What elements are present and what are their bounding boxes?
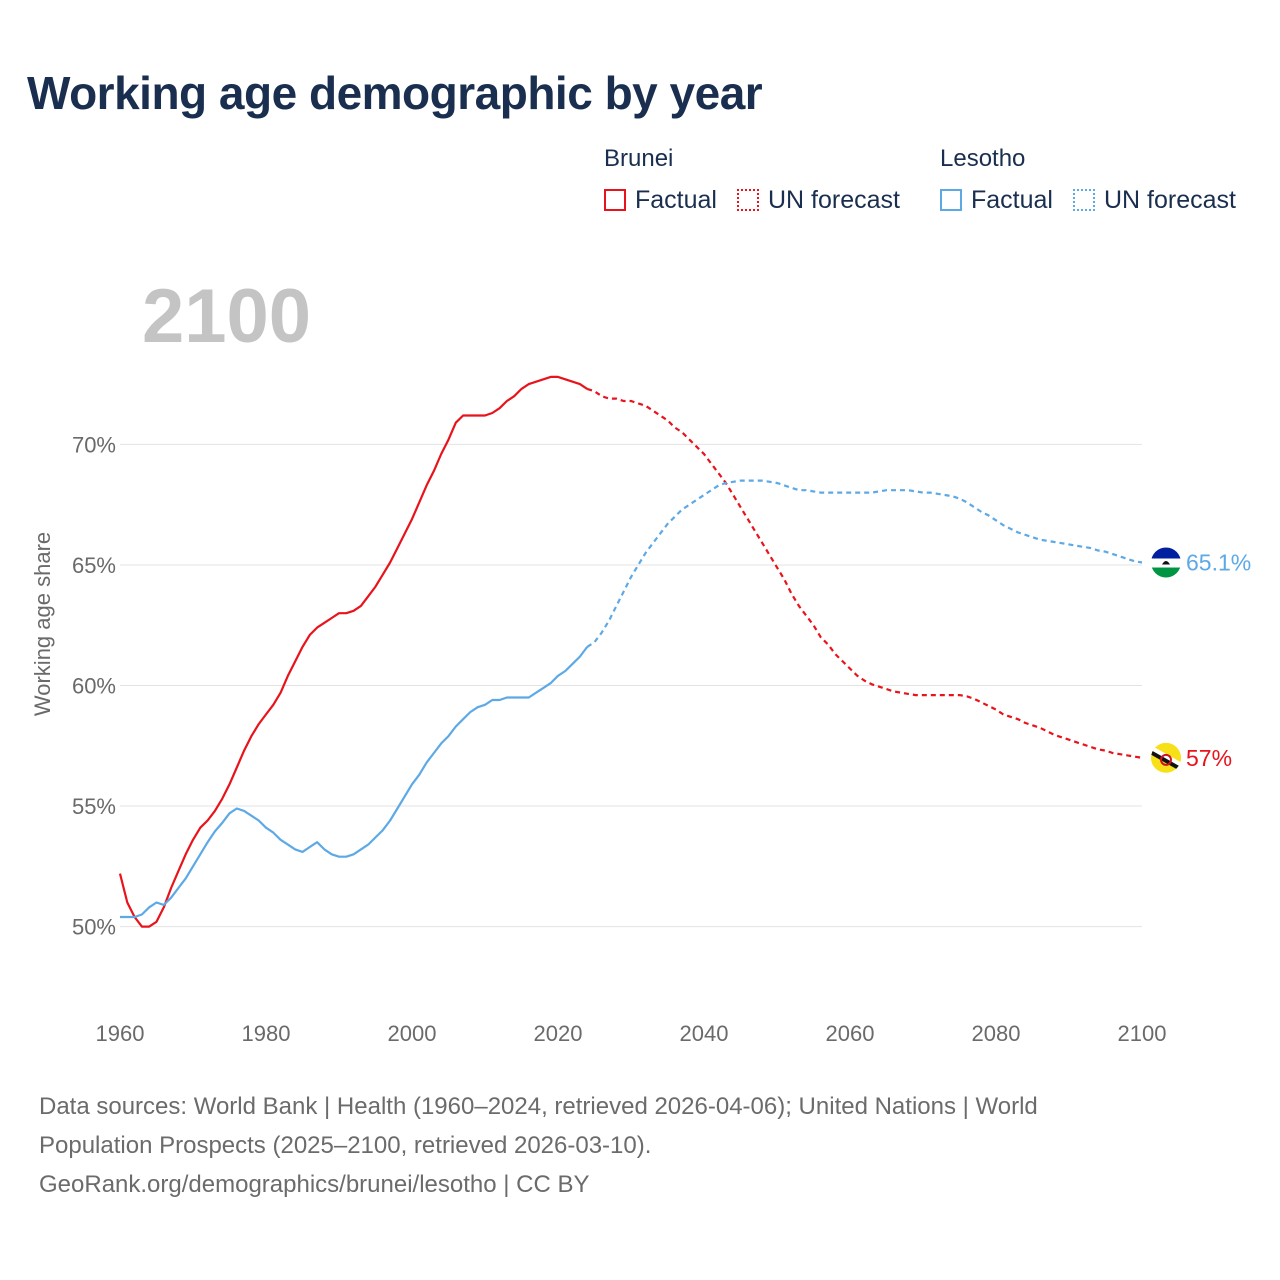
legend-label-lesotho-factual: Factual <box>971 185 1053 214</box>
chart-title: Working age demographic by year <box>27 67 763 119</box>
x-tick-label: 2040 <box>680 1021 729 1046</box>
x-tick-label: 1980 <box>242 1021 291 1046</box>
end-label-brunei: 57% <box>1186 745 1232 771</box>
y-axis-label: Working age share <box>30 532 55 716</box>
footer-sources-line2: Population Prospects (2025–2100, retriev… <box>39 1132 652 1159</box>
legend-item-lesotho-factual[interactable]: Factual <box>940 186 1053 214</box>
footer-credit[interactable]: GeoRank.org/demographics/brunei/lesotho … <box>39 1171 590 1198</box>
x-tick-label: 2000 <box>388 1021 437 1046</box>
legend-item-brunei-factual[interactable]: Factual <box>604 186 717 214</box>
legend-item-lesotho-forecast[interactable]: UN forecast <box>1073 186 1236 214</box>
brunei-flag-icon <box>1151 742 1181 773</box>
x-tick-label: 1960 <box>96 1021 145 1046</box>
lesotho-flag-icon <box>1151 547 1181 578</box>
series-line-brunei-factual <box>118 375 588 928</box>
end-label-lesotho: 65.1% <box>1186 550 1251 576</box>
legend-swatch-brunei-factual <box>604 189 626 211</box>
legend-swatch-lesotho-forecast <box>1073 189 1095 211</box>
gridlines <box>120 443 1142 928</box>
legend-item-brunei-forecast[interactable]: UN forecast <box>737 186 900 214</box>
x-axis-ticks: 1960 1980 2000 2020 2040 2060 2080 2100 <box>96 1021 1167 1046</box>
y-tick-label: 65% <box>72 553 116 578</box>
y-tick-label: 50% <box>72 915 116 940</box>
legend-group-lesotho: Lesotho <box>940 145 1026 172</box>
x-tick-label: 2100 <box>1118 1021 1167 1046</box>
year-overlay: 2100 <box>142 274 311 359</box>
legend-group-brunei: Brunei <box>604 145 674 172</box>
legend-label-brunei-forecast: UN forecast <box>768 185 900 214</box>
x-tick-label: 2060 <box>826 1021 875 1046</box>
footer: Data sources: World Bank | Health (1960–… <box>39 1087 1239 1204</box>
legend-label-lesotho-forecast: UN forecast <box>1104 185 1236 214</box>
series-line-brunei-forecast <box>586 387 1143 759</box>
x-tick-label: 2020 <box>534 1021 583 1046</box>
series-end-markers: 57% 65.1% <box>1151 547 1251 773</box>
series-line-lesotho-factual <box>120 646 589 919</box>
series-line-lesotho-forecast <box>586 479 1143 648</box>
legend-swatch-lesotho-factual <box>940 189 962 211</box>
y-tick-label: 60% <box>72 673 116 698</box>
y-tick-label: 70% <box>72 432 116 457</box>
series-lines <box>118 375 1143 928</box>
x-tick-label: 2080 <box>972 1021 1021 1046</box>
legend-swatch-brunei-forecast <box>737 189 759 211</box>
y-axis-ticks: 50% 55% 60% 65% 70% <box>72 432 116 939</box>
footer-sources-line1: Data sources: World Bank | Health (1960–… <box>39 1093 1038 1120</box>
legend-label-brunei-factual: Factual <box>635 185 717 214</box>
y-tick-label: 55% <box>72 794 116 819</box>
